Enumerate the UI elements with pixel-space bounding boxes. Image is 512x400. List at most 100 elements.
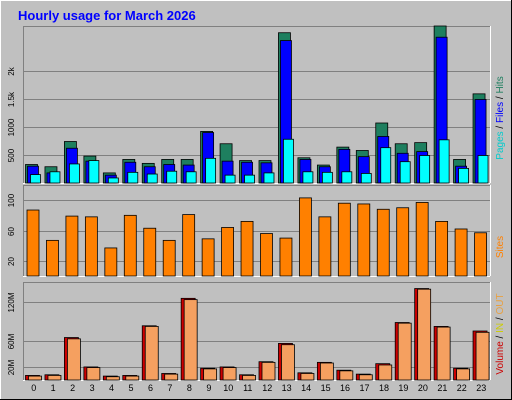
bar-pages — [69, 163, 80, 184]
bar-pages — [205, 157, 217, 184]
bar-pages-body — [88, 160, 100, 184]
panel-area — [23, 282, 490, 380]
bar-pages-body — [185, 171, 197, 184]
y-tick-label: 20 — [7, 257, 16, 266]
legend-entry: / — [495, 333, 506, 341]
bar-out — [281, 344, 295, 381]
bar-pages-body — [69, 163, 80, 184]
x-tick-label: 10 — [223, 383, 233, 393]
bar-sites — [454, 228, 468, 277]
bar-out — [28, 375, 42, 381]
x-tick-label: 7 — [167, 383, 172, 393]
legend-entry: IN — [495, 323, 506, 333]
bar-pages-body — [399, 161, 411, 184]
bar-pages-body — [146, 173, 158, 184]
bar-pages — [302, 171, 314, 184]
bar-pages-body — [127, 171, 139, 184]
x-tick-label: 9 — [206, 383, 211, 393]
x-tick-label: 11 — [243, 383, 252, 393]
bar-out-body — [144, 326, 159, 381]
chart-title: Hourly usage for March 2026 — [18, 8, 196, 23]
bar-pages-body — [107, 177, 119, 184]
bar-out-body — [397, 322, 412, 381]
bar-out-body — [436, 326, 451, 381]
x-tick-label: 12 — [262, 383, 272, 393]
y-tick-label: 1.5k — [7, 91, 16, 107]
bar-out — [319, 362, 334, 381]
bar-pages — [107, 177, 119, 184]
bar-pages — [263, 172, 275, 184]
bar-out — [475, 331, 490, 381]
bar-sites-body — [415, 202, 429, 277]
bar-pages-body — [321, 171, 333, 184]
bar-sites-body — [279, 237, 293, 277]
bar-out-body — [86, 367, 101, 381]
bar-pages-body — [263, 172, 275, 184]
bar-pages — [399, 161, 411, 184]
bar-pages — [341, 171, 353, 184]
bar-pages — [477, 155, 489, 184]
bar-out-body — [203, 368, 218, 381]
bar-sites-body — [221, 227, 234, 277]
bar-sites — [221, 227, 234, 277]
bar-sites-body — [162, 239, 176, 277]
bar-pages — [360, 173, 372, 184]
bar-out — [125, 375, 140, 381]
bar-sites-body — [357, 203, 371, 277]
bar-sites-body — [65, 215, 79, 277]
bar-out-body — [67, 338, 81, 381]
bar-pages-body — [166, 170, 178, 184]
bar-sites — [104, 247, 118, 277]
legend-entry: Sites — [495, 236, 506, 258]
bar-pages-body — [283, 138, 294, 184]
bar-pages-body — [244, 174, 255, 184]
bar-out-body — [47, 375, 62, 381]
bar-sites — [415, 202, 429, 277]
bar-sites-body — [201, 238, 215, 277]
bar-sites — [65, 215, 79, 277]
bar-sites-body — [376, 208, 390, 277]
bar-sites-body — [337, 202, 351, 277]
legend-entry: / — [495, 94, 506, 102]
x-tick-label: 3 — [90, 383, 95, 393]
bar-out — [67, 338, 81, 381]
x-tick-label: 23 — [476, 383, 486, 393]
bar-sites — [84, 216, 98, 277]
y-tick-label: 20M — [7, 359, 16, 375]
bar-pages-body — [419, 155, 431, 184]
bar-out-body — [164, 373, 179, 381]
y-tick-label: 120M — [7, 292, 16, 312]
bar-sites-body — [435, 220, 449, 277]
y-tick-label: 60M — [7, 333, 16, 349]
x-tick-label: 18 — [379, 383, 389, 393]
bar-out — [456, 368, 470, 381]
bar-out — [397, 322, 412, 381]
legend-hits: Pages / Files / Hits — [495, 76, 506, 159]
legend-entry: Pages — [495, 131, 506, 159]
bar-pages-body — [380, 147, 392, 184]
x-tick-label: 14 — [301, 383, 311, 393]
bar-out — [300, 373, 315, 381]
bar-pages-body — [341, 171, 353, 184]
bar-out — [339, 370, 354, 381]
bar-out — [378, 364, 393, 381]
bar-pages-body — [30, 174, 41, 184]
bar-sites — [435, 220, 449, 277]
bar-pages — [224, 174, 236, 184]
x-tick-label: 17 — [360, 383, 370, 393]
x-tick-label: 19 — [398, 383, 408, 393]
y-tick-label: 1000 — [7, 118, 16, 136]
bar-sites — [123, 214, 137, 277]
bar-sites-body — [84, 216, 98, 277]
bar-sites-body — [123, 214, 137, 277]
bar-sites — [26, 209, 40, 277]
x-tick-label: 22 — [457, 383, 467, 393]
bar-pages — [88, 160, 100, 184]
bar-sites-body — [396, 207, 410, 277]
legend-volume: Volume / IN / OUT — [495, 293, 506, 374]
bar-pages-body — [49, 171, 61, 184]
bar-pages — [166, 170, 178, 184]
legend-entry: / — [495, 315, 506, 323]
bar-pages — [419, 155, 431, 184]
